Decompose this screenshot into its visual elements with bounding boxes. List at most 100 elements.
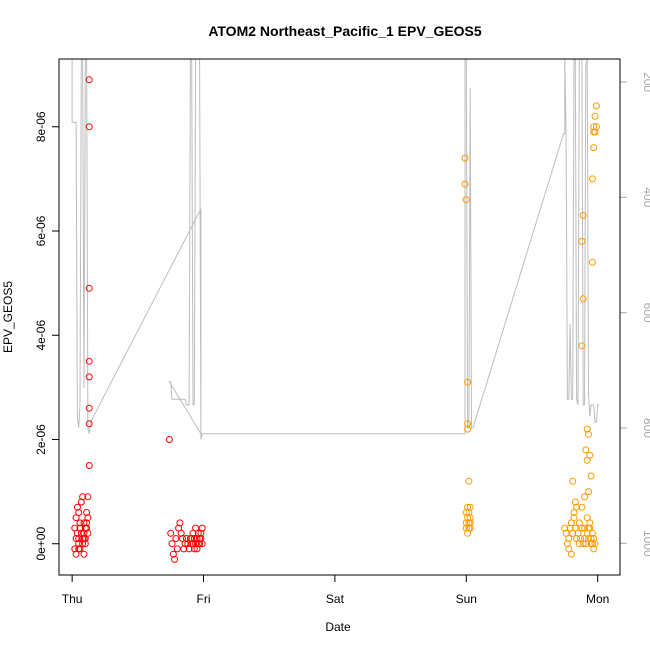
data-point [466,524,474,532]
data-point [590,123,598,131]
data-point [83,519,91,527]
data-point [591,540,599,548]
data-point [75,545,83,553]
data-point [85,284,93,292]
data-point [85,420,93,428]
data-point [585,488,592,496]
data-point [76,524,84,532]
pressure-line [71,58,599,440]
data-point [168,540,176,548]
data-point [84,493,92,501]
points-layer [71,76,600,563]
data-point [72,535,80,542]
secondary-tick-label: 600 [641,303,650,323]
chart-title: ATOM2 Northeast_Pacific_1 EPV_GEOS5 [208,23,482,39]
data-point [79,493,87,501]
data-point [169,550,177,558]
data-point [591,112,599,120]
data-point [578,237,586,245]
data-point [461,154,469,162]
data-point [76,519,84,527]
data-point [85,76,93,84]
secondary-tick-label: 800 [641,418,650,438]
data-point [573,503,581,511]
data-point [176,519,184,527]
data-point [80,550,88,558]
y-tick-label: 8e-06 [34,111,48,142]
y-tick-label: 0e+00 [34,527,48,561]
data-point [571,498,579,506]
data-point [592,102,600,110]
y-tick-label: 6e-06 [34,215,48,246]
data-point [581,524,588,532]
data-point [466,519,474,527]
data-point [197,529,205,537]
data-point [85,373,93,381]
data-point [583,425,591,433]
data-point [587,535,595,542]
data-point [173,545,181,553]
secondary-tick-label: 1000 [641,530,650,557]
data-point [578,503,586,511]
x-tick-label: Thu [62,592,83,606]
data-point [581,493,588,501]
data-point [79,540,87,548]
data-point [464,425,472,433]
data-point [198,540,206,548]
data-point [466,514,474,522]
data-point [188,535,196,542]
data-point [84,529,92,537]
data-point [167,529,175,537]
data-point [590,545,598,553]
data-point [586,519,594,527]
secondary-tick-label: 200 [641,72,650,92]
data-point [582,446,590,454]
data-point [193,545,201,553]
y-axis-label: EPV_GEOS5 [1,281,15,353]
data-point [578,342,586,350]
data-point [567,550,575,558]
data-point [83,509,91,516]
data-point [588,258,596,266]
data-point [587,472,595,480]
data-point [171,555,179,563]
data-point [190,535,198,542]
data-point [85,123,93,131]
pressure-line-layer [71,58,599,440]
data-point [583,456,591,464]
data-point [462,519,470,527]
data-point [75,509,83,516]
axes-layer: Thu Fri Sat Sun Mon 0e+00 2e-06 4e-06 6e-06 8e-06… [34,72,650,606]
data-point [192,540,200,548]
data-point [198,524,206,532]
data-point [182,535,190,542]
y-tick-label: 2e-06 [34,424,48,455]
data-point [588,529,596,537]
x-tick-label: Mon [586,592,609,606]
data-point [85,404,93,412]
data-point [181,540,189,548]
data-point [177,529,185,537]
data-point [588,175,596,183]
data-point [464,503,472,511]
data-point [575,519,583,527]
data-point [461,180,469,188]
data-point [165,436,173,443]
data-point [180,545,188,553]
data-point [585,430,592,438]
data-point [592,123,600,131]
data-point [85,462,93,469]
data-point [561,524,569,532]
data-point [565,535,573,542]
data-point [189,540,197,548]
data-point [83,524,91,532]
x-tick-label: Fri [197,592,211,606]
data-point [462,524,470,532]
x-axis-label: Date [325,620,351,634]
data-point [172,535,180,542]
data-point [591,128,599,136]
data-point [77,498,85,506]
data-point [81,540,89,548]
